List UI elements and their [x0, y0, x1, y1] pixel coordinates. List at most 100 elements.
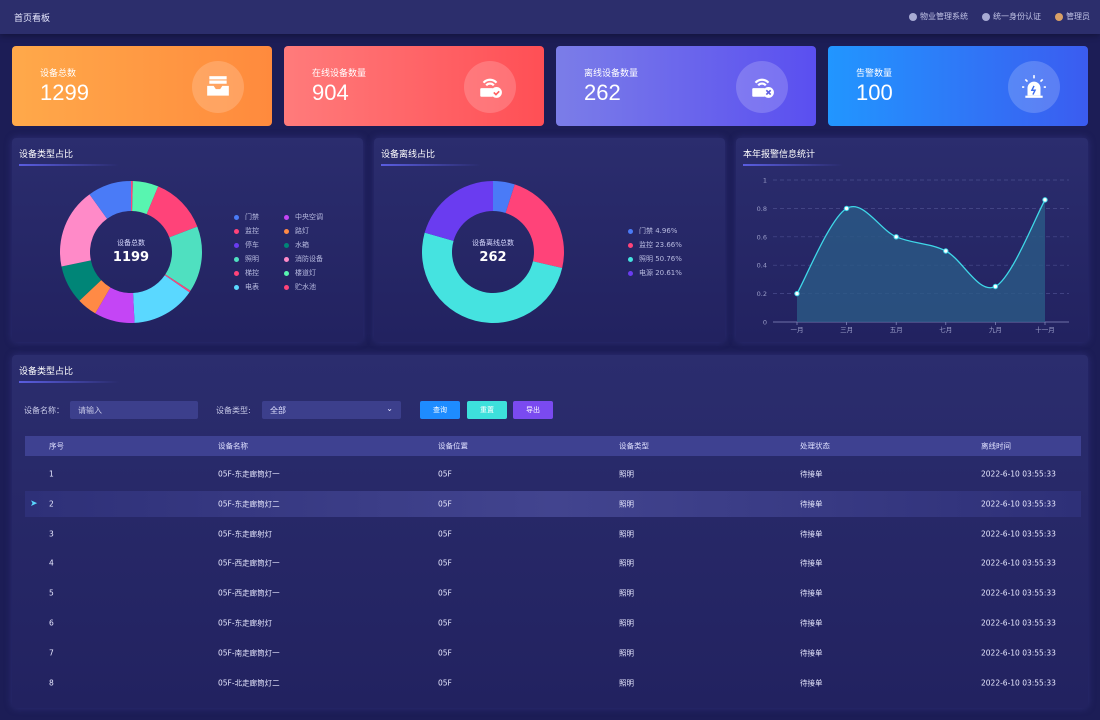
table-row[interactable]: 1 05F-东走廊筒灯一 05F 照明 待接单 2022-6-10 03:55:33: [25, 461, 1081, 487]
stat-value: 904: [312, 80, 349, 105]
slice-电表[interactable]: [133, 275, 190, 323]
table-cell: 4: [49, 558, 54, 568]
legend-item[interactable]: 照明: [234, 252, 284, 266]
slice-照明[interactable]: [165, 226, 203, 291]
alarm-area-chart: 0 0.2 0.4 0.6 0.8 1 一月 三月 五月 七月 九月 十一月: [757, 177, 1069, 334]
table-cell: 2022-6-10 03:55:33: [981, 678, 1056, 688]
slice-消防设备[interactable]: [60, 194, 108, 267]
legend-item[interactable]: 中央空调: [284, 210, 344, 224]
legend-item[interactable]: 门禁: [234, 210, 284, 224]
alarm-stats-panel: 本年报警信息统计 0 0.2 0.4 0.6 0.8 1 一月 三月 五月 七月 九月 十一月: [736, 138, 1088, 342]
slice-中央空调[interactable]: [95, 287, 135, 323]
column-header[interactable]: 序号: [49, 441, 64, 451]
slice-贮水池[interactable]: [131, 181, 133, 212]
y-tick-label: 0.4: [757, 262, 767, 270]
slice-楼道灯[interactable]: [132, 181, 159, 215]
column-header[interactable]: 处理状态: [800, 441, 830, 451]
legend-item[interactable]: 梯控: [234, 266, 284, 280]
table-cell: 05F: [438, 558, 452, 568]
table-cell: 2: [49, 499, 54, 509]
legend-item[interactable]: 电源 20.61%: [628, 266, 682, 280]
table-cell: 7: [49, 648, 54, 658]
column-header[interactable]: 设备名称: [218, 441, 248, 451]
data-point: [1042, 197, 1048, 203]
legend-dot: [284, 270, 289, 276]
panel-title: 设备类型占比: [19, 367, 74, 377]
table-cell: 05F-西走廊筒灯一: [218, 558, 280, 568]
column-header[interactable]: 离线时间: [981, 441, 1011, 451]
device-name-label: 设备名称：: [24, 406, 64, 415]
query-button[interactable]: 查询: [420, 401, 460, 419]
table-cell: 05F: [438, 469, 452, 479]
table-cell: 1: [49, 469, 54, 479]
slice-监控[interactable]: [146, 186, 198, 238]
legend-item[interactable]: 楼道灯: [284, 266, 344, 280]
slice-监控[interactable]: [505, 184, 564, 269]
table-cell: 待接单: [800, 469, 823, 479]
x-tick-label: 三月: [840, 326, 853, 334]
table-cell: 2022-6-10 03:55:33: [981, 618, 1056, 628]
legend-dot: [628, 242, 633, 248]
legend-item[interactable]: 监控 23.66%: [628, 238, 682, 252]
data-point: [943, 248, 949, 254]
legend-item[interactable]: 贮水池: [284, 280, 344, 294]
stat-label: 离线设备数量: [584, 69, 639, 79]
legend-dot: [284, 214, 289, 220]
legend-dot: [234, 284, 239, 290]
slice-梯控[interactable]: [164, 274, 191, 293]
table-row[interactable]: 5 05F-西走廊筒灯一 05F 照明 待接单 2022-6-10 03:55:33: [25, 580, 1081, 606]
table-cell: 照明: [619, 618, 634, 628]
device-type-donut: [60, 181, 203, 323]
table-cell: 3: [49, 529, 54, 539]
legend-dot: [234, 228, 239, 234]
table-cell: 照明: [619, 469, 634, 479]
slice-路灯[interactable]: [79, 280, 111, 314]
stat-value: 1299: [40, 80, 89, 105]
legend-item[interactable]: 监控: [234, 224, 284, 238]
stat-label: 在线设备数量: [312, 69, 367, 79]
y-tick-label: 0.6: [757, 233, 767, 241]
legend: 门禁 中央空调 监控 路灯 停车 水箱 照明 消防设备 梯控 楼道灯 电表 贮水池: [234, 210, 344, 294]
legend-dot: [284, 242, 289, 248]
table-row[interactable]: 7 05F-南走廊筒灯一 05F 照明 待接单 2022-6-10 03:55:33: [25, 640, 1081, 666]
slice-照明[interactable]: [421, 232, 563, 324]
table-cell: 照明: [619, 648, 634, 658]
slice-门禁[interactable]: [89, 181, 131, 219]
table-cell: 照明: [619, 678, 634, 688]
reset-button[interactable]: 重置: [467, 401, 507, 419]
column-header[interactable]: 设备位置: [438, 441, 468, 451]
slice-电源[interactable]: [424, 181, 493, 241]
legend-item[interactable]: 门禁 4.96%: [628, 224, 682, 238]
y-tick-label: 0.8: [757, 205, 767, 213]
table-cell: 照明: [619, 558, 634, 568]
legend-dot: [284, 228, 289, 234]
table-cell: 待接单: [800, 558, 823, 568]
column-header[interactable]: 设备类型: [619, 441, 649, 451]
device-type-select[interactable]: 全部 ⌄: [262, 401, 401, 419]
stat-card: 离线设备数量 262: [556, 46, 816, 126]
legend-item[interactable]: 电表: [234, 280, 284, 294]
legend-item[interactable]: 照明 50.76%: [628, 252, 682, 266]
slice-水箱[interactable]: [61, 260, 102, 301]
legend-item[interactable]: 停车: [234, 238, 284, 252]
device-offline-panel: 设备离线占比 设备离线总数 262 门禁 4.96% 监控 23.66% 照明 50…: [374, 138, 725, 342]
table-row[interactable]: ➤ 2 05F-东走廊筒灯二 05F 照明 待接单 2022-6-10 03:55:33: [25, 490, 1081, 517]
legend-item[interactable]: 路灯: [284, 224, 344, 238]
link-identity-auth[interactable]: 统一身份认证: [982, 11, 1041, 22]
table-cell: 05F: [438, 678, 452, 688]
table-cell: 05F: [438, 499, 452, 509]
device-type-label: 设备类型:: [216, 406, 251, 415]
slice-门禁[interactable]: [493, 181, 515, 213]
legend-item[interactable]: 消防设备: [284, 252, 344, 266]
legend-item[interactable]: 水箱: [284, 238, 344, 252]
table-cell: 05F: [438, 648, 452, 658]
export-button[interactable]: 导出: [513, 401, 553, 419]
user-menu[interactable]: 管理员: [1055, 11, 1090, 22]
table-row[interactable]: 3 05F-东走廊射灯 05F 照明 待接单 2022-6-10 03:55:33: [25, 521, 1081, 547]
link-property-system[interactable]: 物业管理系统: [909, 11, 968, 22]
device-name-input[interactable]: 请输入: [70, 401, 198, 419]
table-row[interactable]: 6 05F-东走廊射灯 05F 照明 待接单 2022-6-10 03:55:33: [25, 610, 1081, 636]
table-row[interactable]: 8 05F-北走廊筒灯二 05F 照明 待接单 2022-6-10 03:55:33: [25, 670, 1081, 696]
table-row[interactable]: 4 05F-西走廊筒灯一 05F 照明 待接单 2022-6-10 03:55:33: [25, 550, 1081, 576]
alarm-icon: [1008, 61, 1060, 113]
